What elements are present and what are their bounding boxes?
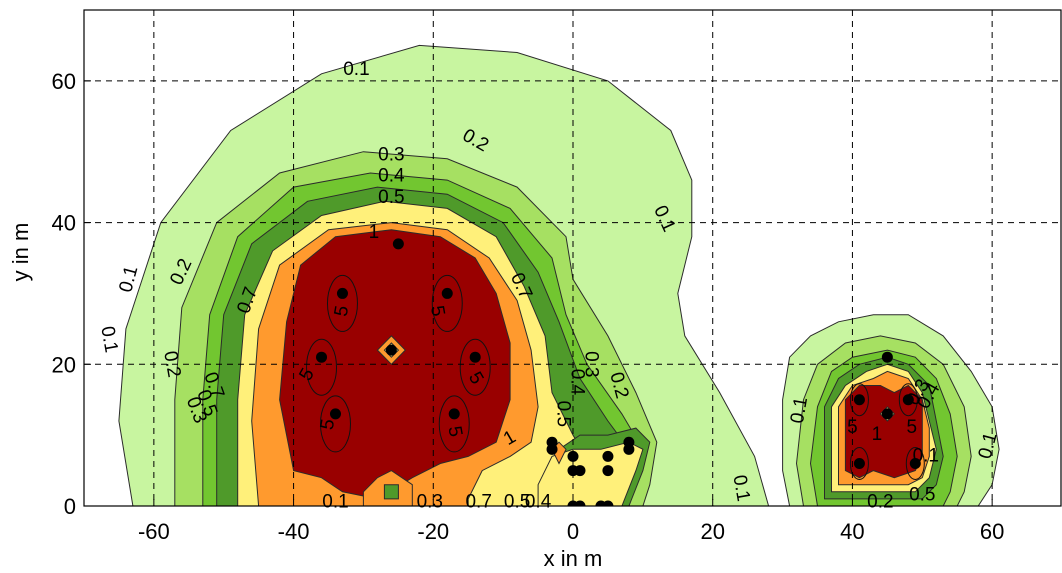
source-point [448, 408, 460, 420]
source-point [316, 351, 328, 363]
contour-label: 5 [443, 424, 466, 438]
contour-label: 0.3 [378, 144, 404, 165]
y-tick-label: 20 [52, 352, 76, 377]
contour-label: 0.5 [504, 491, 530, 512]
contour-line-5 [459, 338, 491, 396]
source-point [602, 450, 614, 462]
source-point [567, 450, 579, 462]
contour-label: 0.1 [343, 59, 369, 80]
contour-line-5 [849, 446, 869, 480]
source-point [546, 436, 558, 448]
contour-label: 0.4 [566, 369, 587, 396]
contour-label: 0.5 [553, 401, 574, 427]
source-point [329, 408, 341, 420]
x-tick-label: 40 [840, 519, 864, 544]
source-point [385, 344, 397, 356]
source-point [574, 500, 586, 506]
contour-line-5 [905, 446, 925, 480]
y-tick-label: 0 [64, 494, 76, 519]
contour-line-5 [898, 383, 918, 417]
y-tick-label: 40 [52, 211, 76, 236]
source-point [469, 351, 481, 363]
contour-label: 0.1 [728, 473, 753, 503]
contour-line-5 [326, 274, 358, 332]
contour-region-center-0p5 [537, 441, 644, 506]
y-tick-label: 60 [52, 69, 76, 94]
contour-label: 1 [872, 424, 883, 445]
contour-label: 5 [426, 304, 449, 318]
contour-label: 0.5 [378, 187, 404, 208]
x-tick-label: 60 [980, 519, 1004, 544]
contour-line-5 [431, 274, 463, 332]
contour-region-right-1 [844, 384, 923, 479]
contour-label: 1 [369, 222, 380, 243]
x-axis-ticks: -60 -40 -20 0 20 40 60 [138, 499, 1004, 544]
source-point [602, 465, 614, 477]
contour-label: 0.2 [867, 491, 893, 512]
source-point [336, 287, 348, 299]
contour-label: 0.2 [159, 349, 184, 379]
source-point [623, 436, 635, 448]
contour-label: 0.3 [417, 491, 443, 512]
contour-line-5 [319, 395, 351, 453]
contour-line-5 [849, 383, 869, 417]
contour-label: 0.1 [96, 325, 121, 355]
source-point [902, 394, 914, 406]
contour-label: 0.1 [322, 491, 348, 512]
contour-label: 5 [331, 304, 354, 318]
x-tick-label: 20 [700, 519, 724, 544]
contour-label: 0.1 [913, 445, 939, 466]
x-tick-label: 0 [567, 519, 579, 544]
contour-label: 5 [317, 417, 340, 431]
y-axis-ticks: 0 20 40 60 [52, 69, 91, 519]
contour-island-left-0p4 [383, 484, 399, 500]
contour-label: 5 [847, 417, 858, 438]
x-tick-label: -60 [138, 519, 170, 544]
contour-regions [118, 44, 1000, 506]
source-point [881, 408, 893, 420]
contour-label: 0.4 [525, 491, 552, 512]
source-point [602, 500, 614, 506]
source-point [881, 351, 893, 363]
contour-label: 5 [907, 417, 918, 438]
source-points [316, 238, 921, 506]
contour-line-5 [438, 395, 470, 453]
source-point [441, 287, 453, 299]
contour-label: 0.4 [378, 166, 405, 187]
x-axis-label: x in m [544, 546, 603, 571]
contour-line-5 [306, 338, 338, 396]
x-tick-label: -40 [278, 519, 310, 544]
contour-label: 0.1 [787, 395, 812, 425]
source-point [574, 465, 586, 477]
y-axis-label: y in m [8, 223, 33, 282]
contour-label: 0.5 [909, 484, 935, 505]
source-point [853, 457, 865, 469]
source-point [392, 238, 404, 250]
x-tick-label: -20 [417, 519, 449, 544]
source-point [853, 394, 865, 406]
contour-label: 0.7 [465, 491, 491, 512]
contour-label: 0.3 [580, 351, 601, 377]
source-point [909, 457, 921, 469]
